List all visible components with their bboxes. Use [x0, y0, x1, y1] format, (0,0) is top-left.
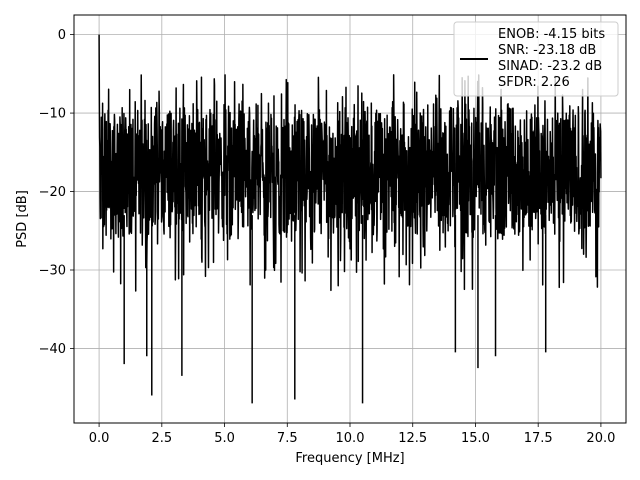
x-tick-label: 17.5 [524, 431, 553, 446]
x-tick-label: 5.0 [214, 431, 235, 446]
series-line-psd [98, 34, 602, 404]
y-tick-label: −10 [39, 107, 66, 122]
x-tick-label: 10.0 [336, 431, 365, 446]
x-tick-label: 2.5 [151, 431, 172, 446]
x-axis: 0.0 2.5 5.0 7.5 10.0 12.5 15.0 17.5 20.0 [89, 423, 615, 446]
x-tick-label: 15.0 [461, 431, 490, 446]
y-tick-label: −20 [39, 185, 66, 200]
y-tick-label: −30 [39, 264, 66, 279]
y-tick-label: 0 [58, 28, 66, 43]
y-tick-label: −40 [39, 342, 66, 357]
x-tick-label: 0.0 [89, 431, 110, 446]
legend-line-enob: ENOB: -4.15 bits [498, 27, 605, 42]
x-tick-label: 20.0 [586, 431, 615, 446]
legend-line-snr: SNR: -23.18 dB [498, 43, 596, 58]
legend: ENOB: -4.15 bits SNR: -23.18 dB SINAD: -… [453, 21, 619, 97]
y-axis: 0 −10 −20 −30 −40 [39, 28, 74, 357]
x-tick-label: 7.5 [277, 431, 298, 446]
legend-line-sfdr: SFDR: 2.26 [498, 75, 570, 90]
legend-box [453, 21, 619, 97]
y-axis-label: PSD [dB] [15, 190, 30, 248]
x-tick-label: 12.5 [398, 431, 427, 446]
x-axis-label: Frequency [MHz] [295, 451, 404, 466]
legend-line-sinad: SINAD: -23.2 dB [498, 59, 602, 74]
